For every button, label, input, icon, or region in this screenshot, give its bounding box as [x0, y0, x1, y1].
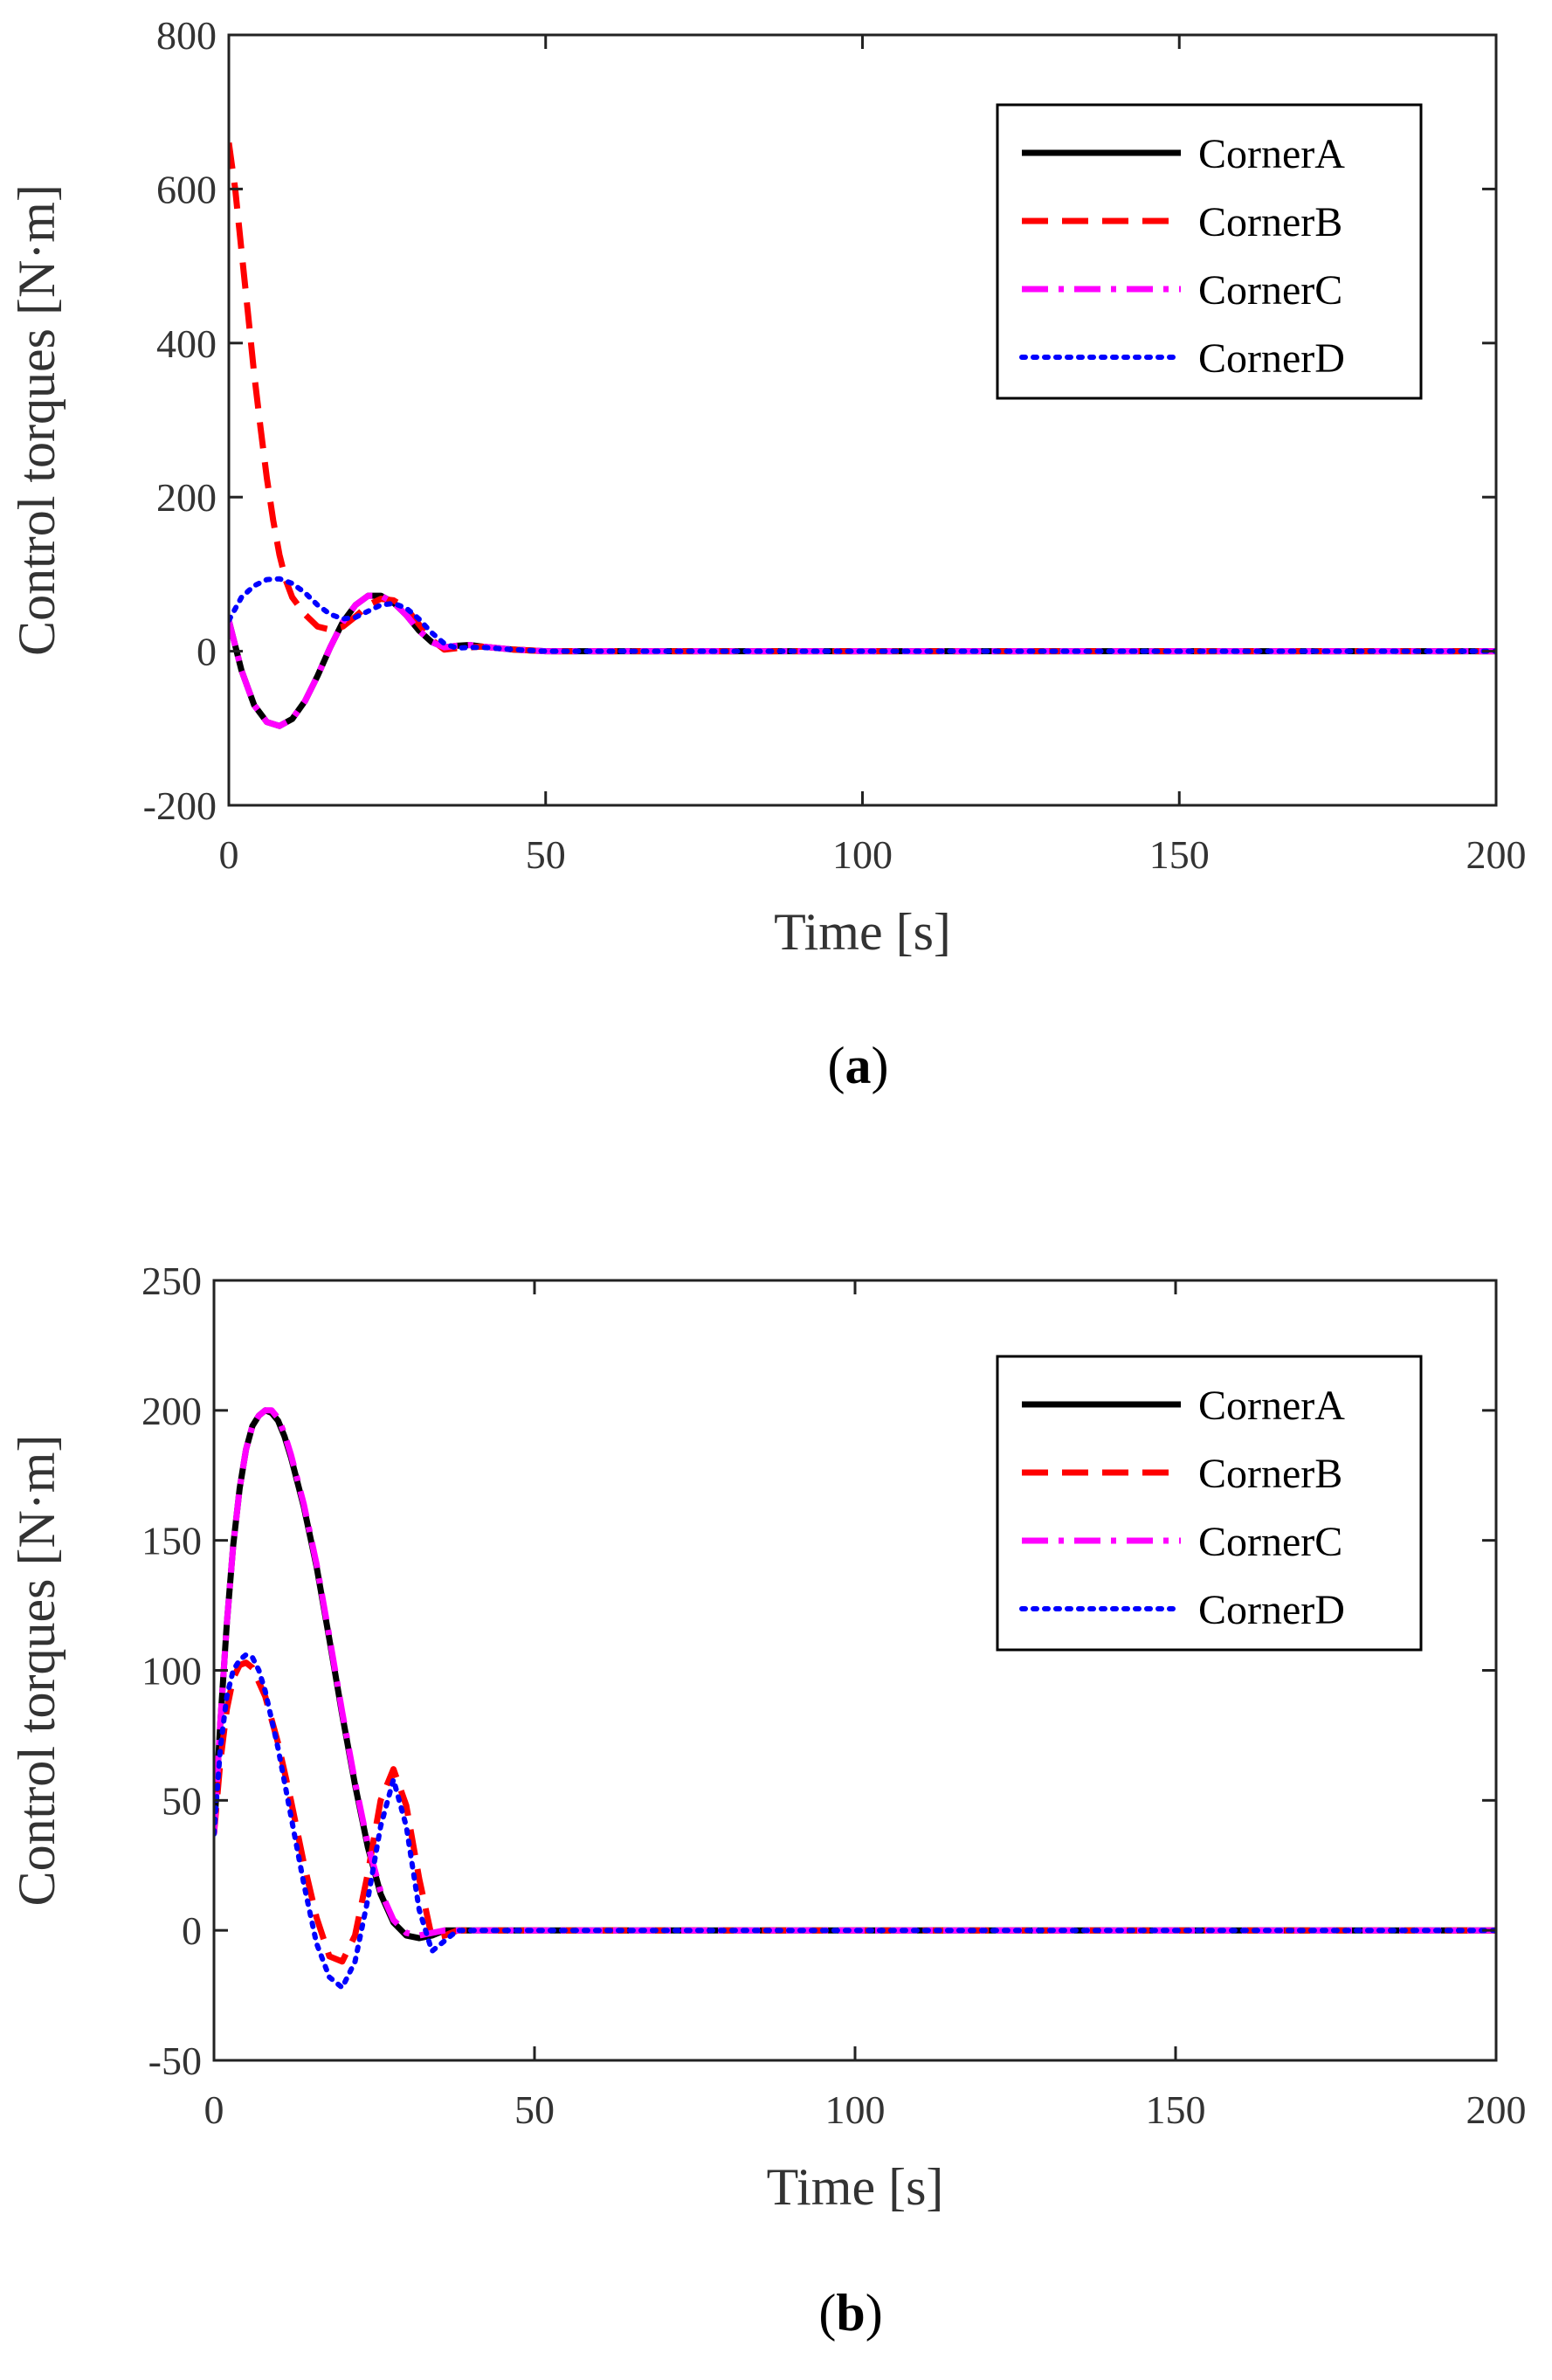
y-tick-label: 250 — [141, 1259, 202, 1303]
series-line-cornerb — [229, 142, 1496, 655]
y-tick-label: 600 — [156, 167, 217, 211]
legend: CornerA CornerB CornerC CornerD — [996, 103, 1423, 400]
legend: CornerA CornerB CornerC CornerD — [996, 1355, 1423, 1652]
y-tick-label: -50 — [148, 2039, 202, 2083]
x-tick-label: 200 — [1466, 832, 1527, 877]
y-tick-label: -200 — [143, 783, 217, 828]
legend-label-cornerb: CornerB — [1198, 1451, 1342, 1497]
y-tick-label: 800 — [156, 13, 217, 58]
legend-label-cornerc: CornerC — [1198, 1519, 1342, 1565]
y-tick-label: 0 — [197, 630, 217, 674]
legend-label-cornerd: CornerD — [1198, 335, 1345, 382]
x-tick-label: 50 — [526, 832, 566, 877]
x-tick-label: 150 — [1146, 2087, 1206, 2132]
x-axis-label: Time [s] — [767, 2158, 944, 2216]
x-tick-label: 50 — [514, 2087, 555, 2132]
y-tick-label: 0 — [182, 1908, 202, 1953]
series-group — [229, 142, 1496, 729]
panel-letter: b — [836, 2284, 865, 2342]
panel-label: (b) — [818, 2284, 882, 2342]
y-tick-label: 50 — [162, 1778, 202, 1823]
legend-label-cornera: CornerA — [1198, 131, 1345, 177]
y-tick-label: 200 — [141, 1389, 202, 1433]
panel-letter: a — [845, 1037, 872, 1094]
legend-label-cornerd: CornerD — [1198, 1587, 1345, 1633]
series-line-cornera — [229, 592, 1496, 729]
x-axis-label: Time [s] — [774, 903, 951, 961]
y-tick-label: 150 — [141, 1519, 202, 1563]
x-tick-label: 200 — [1466, 2087, 1527, 2132]
legend-label-cornerb: CornerB — [1198, 199, 1342, 245]
panel-label: (a) — [828, 1037, 889, 1094]
y-axis-label: Control torques [N·m] — [8, 184, 66, 656]
series-line-cornerb — [214, 1659, 1496, 1965]
legend-label-cornera: CornerA — [1198, 1383, 1345, 1429]
y-axis-label: Control torques [N·m] — [8, 1435, 66, 1907]
x-tick-label: 0 — [219, 832, 239, 877]
x-tick-label: 100 — [832, 832, 893, 877]
y-tick-label: 200 — [156, 475, 217, 520]
y-tick-label: 100 — [141, 1649, 202, 1694]
series-line-cornerd — [214, 1652, 1496, 1990]
series-group — [214, 1407, 1496, 1990]
series-line-cornerc — [229, 592, 1496, 729]
series-line-cornerd — [229, 576, 1496, 654]
x-tick-label: 100 — [825, 2087, 886, 2132]
legend-label-cornerc: CornerC — [1198, 267, 1342, 314]
x-tick-label: 150 — [1149, 832, 1210, 877]
x-tick-label: 0 — [204, 2087, 224, 2132]
y-tick-label: 400 — [156, 321, 217, 366]
